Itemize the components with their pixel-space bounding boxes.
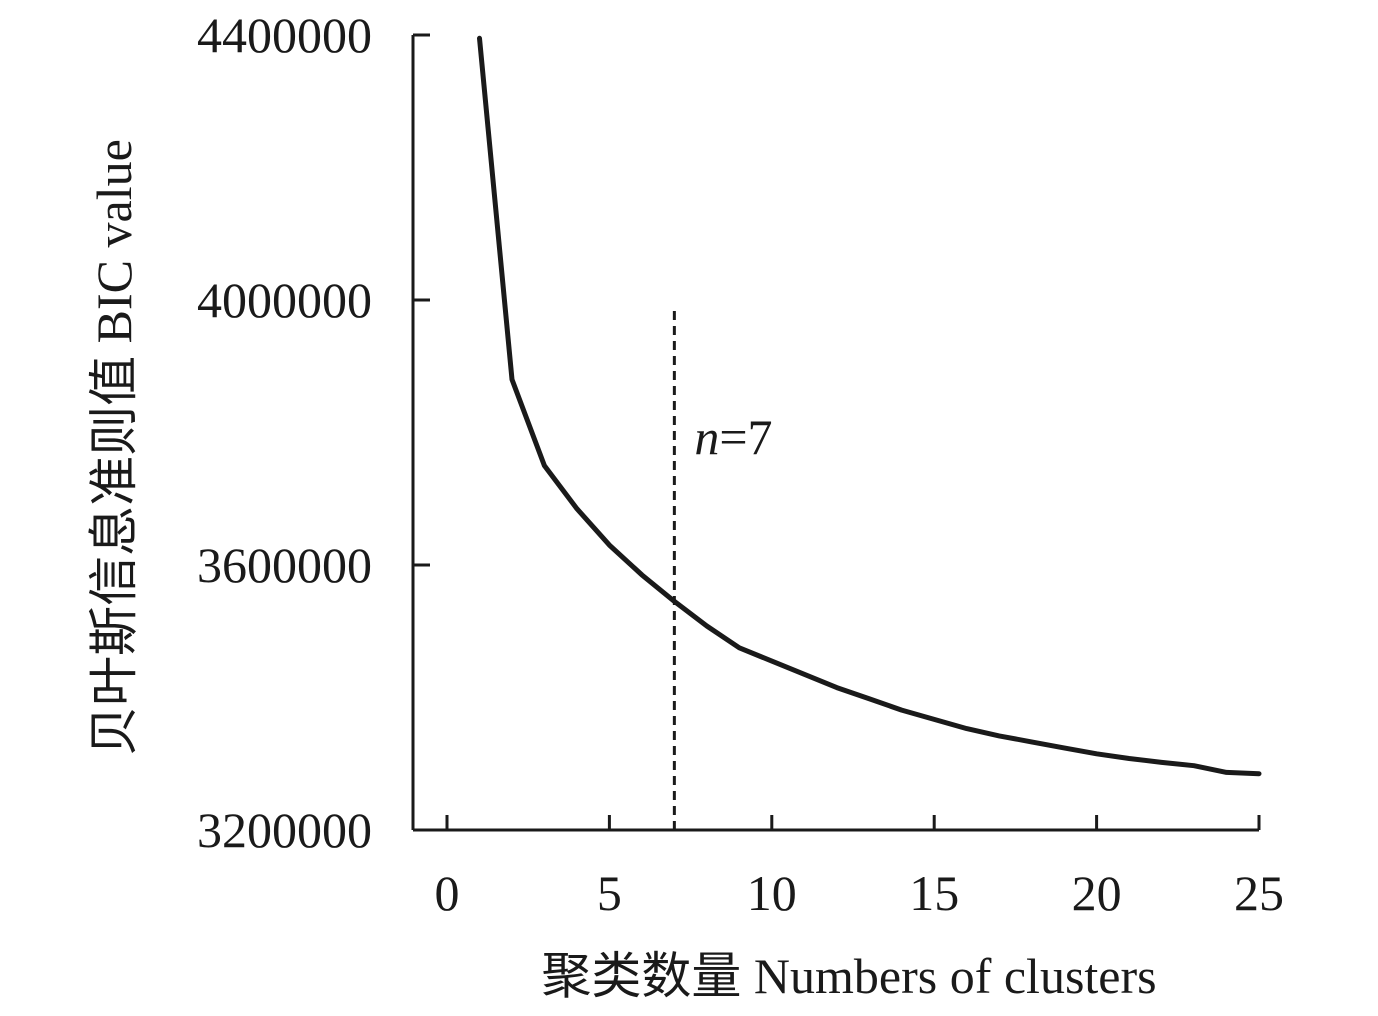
y-tick-label: 4000000 xyxy=(197,272,372,328)
annotation-label: n=7 xyxy=(694,409,772,465)
chart-labels: 3200000 3600000 4000000 4400000 0 5 10 15 20 25 xyxy=(197,7,1284,921)
annotation-label-italic: n xyxy=(694,409,719,465)
x-tick-label: 0 xyxy=(435,865,460,921)
x-tick-label: 5 xyxy=(597,865,622,921)
x-tick-label: 20 xyxy=(1072,865,1122,921)
series-line xyxy=(477,35,1262,777)
y-axis-title: 贝叶斯信息准则值 BIC value xyxy=(86,139,142,756)
y-tick-label: 3600000 xyxy=(197,537,372,593)
y-tick-label: 3200000 xyxy=(197,802,372,858)
chart-marks xyxy=(477,35,1262,830)
x-tick-label: 25 xyxy=(1234,865,1284,921)
x-tick-label: 15 xyxy=(909,865,959,921)
x-axis-title: 聚类数量 Numbers of clusters xyxy=(541,948,1156,1004)
chart-axes xyxy=(411,33,1261,832)
x-tick-label: 10 xyxy=(747,865,797,921)
y-tick-label: 4400000 xyxy=(197,7,372,63)
annotation-label-value: =7 xyxy=(719,409,772,465)
